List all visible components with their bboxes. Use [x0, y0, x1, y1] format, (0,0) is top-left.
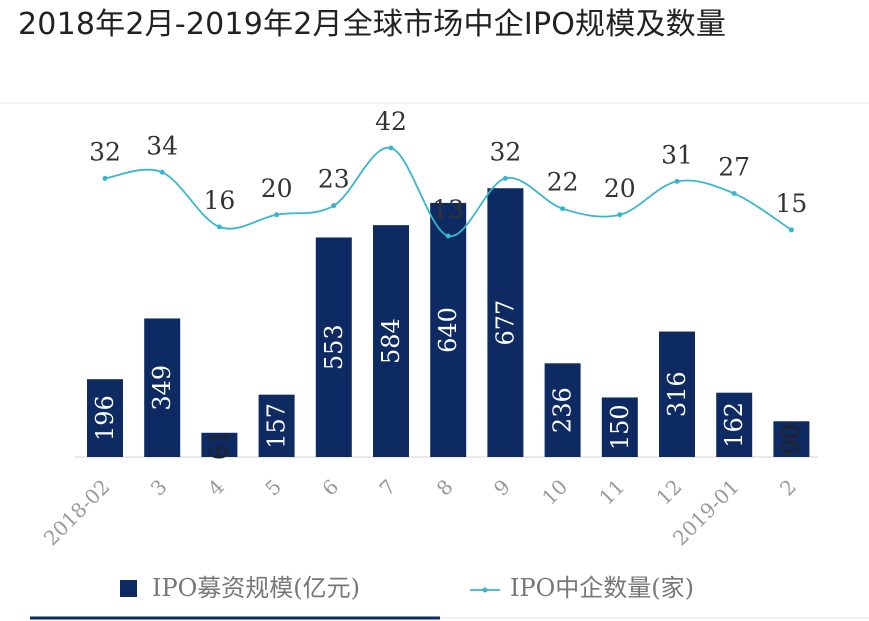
- count-value-label: 16: [203, 186, 235, 215]
- bar-value-label: 677: [491, 300, 519, 346]
- count-value-label: 32: [89, 137, 121, 166]
- count-value-label: 20: [604, 174, 636, 203]
- bar-value-label: 236: [549, 387, 577, 433]
- legend-line-label: IPO中企数量(家): [510, 574, 694, 602]
- count-point-11: [617, 212, 623, 218]
- bar-value-label: 61: [205, 430, 233, 461]
- x-tick-label: 10: [537, 475, 572, 510]
- count-point-6: [331, 203, 337, 209]
- bar-5: [258, 394, 295, 457]
- count-point-10: [560, 206, 566, 212]
- bar-value-label: 349: [148, 365, 176, 411]
- bar-4: [201, 432, 238, 457]
- legend-line-marker: [482, 587, 488, 593]
- x-tick-label: 4: [203, 475, 229, 501]
- x-tick-label: 8: [432, 475, 458, 501]
- bar-6: [315, 237, 352, 457]
- legend-bar-swatch: [120, 580, 137, 597]
- bar-value-label: 196: [91, 395, 119, 441]
- count-point-7: [388, 145, 394, 151]
- bar-value-label: 584: [377, 318, 405, 364]
- bar-8: [430, 202, 467, 457]
- count-value-label: 27: [718, 153, 750, 182]
- bar-10: [544, 363, 581, 457]
- bar-value-label: 316: [663, 371, 691, 417]
- count-value-label: 32: [489, 137, 521, 166]
- count-value-label: 34: [146, 131, 178, 160]
- x-tick-label: 5: [260, 475, 286, 501]
- bar-value-label: 640: [434, 307, 462, 353]
- chart-title: 2018年2月-2019年2月全球市场中企IPO规模及数量: [18, 7, 727, 42]
- count-value-label: 42: [375, 107, 407, 136]
- bar-value-label: 553: [320, 324, 348, 370]
- bar-9: [487, 188, 524, 457]
- x-tick-label: 2: [775, 475, 801, 501]
- bar-value-label: 157: [263, 403, 291, 449]
- bar-12: [659, 331, 695, 457]
- count-point-8: [445, 233, 451, 239]
- bar-11: [601, 397, 638, 457]
- count-point-9: [502, 175, 508, 181]
- count-value-label: 20: [261, 174, 293, 203]
- bar-7: [373, 225, 409, 457]
- count-value-label: 13: [432, 195, 464, 224]
- x-tick-label: 2018-02: [39, 475, 115, 551]
- count-point-12: [674, 178, 680, 184]
- count-point-4: [216, 224, 222, 230]
- bar-value-label: 150: [606, 404, 634, 450]
- bar-2: [773, 421, 810, 457]
- bar-value-label: 90: [777, 424, 805, 455]
- x-tick-label: 9: [489, 475, 515, 501]
- count-value-label: 23: [318, 165, 350, 194]
- legend-bar-label: IPO募资规模(亿元): [152, 574, 360, 602]
- bar-2019-01: [716, 392, 753, 457]
- count-point-2: [788, 227, 794, 233]
- bar-value-label: 162: [720, 402, 748, 448]
- x-tick-label: 6: [317, 475, 343, 501]
- count-value-label: 31: [661, 140, 693, 169]
- x-tick-label: 11: [594, 475, 629, 510]
- count-value-label: 15: [775, 189, 807, 218]
- count-point-2018-02: [102, 175, 108, 181]
- x-tick-label: 12: [652, 475, 687, 510]
- bar-3: [144, 318, 181, 457]
- bar-2018-02: [87, 379, 123, 457]
- count-point-2019-01: [731, 191, 737, 197]
- count-point-3: [159, 169, 165, 175]
- count-value-label: 22: [547, 168, 579, 197]
- count-point-5: [274, 212, 280, 218]
- x-tick-label: 7: [375, 475, 401, 501]
- x-tick-label: 3: [146, 475, 172, 501]
